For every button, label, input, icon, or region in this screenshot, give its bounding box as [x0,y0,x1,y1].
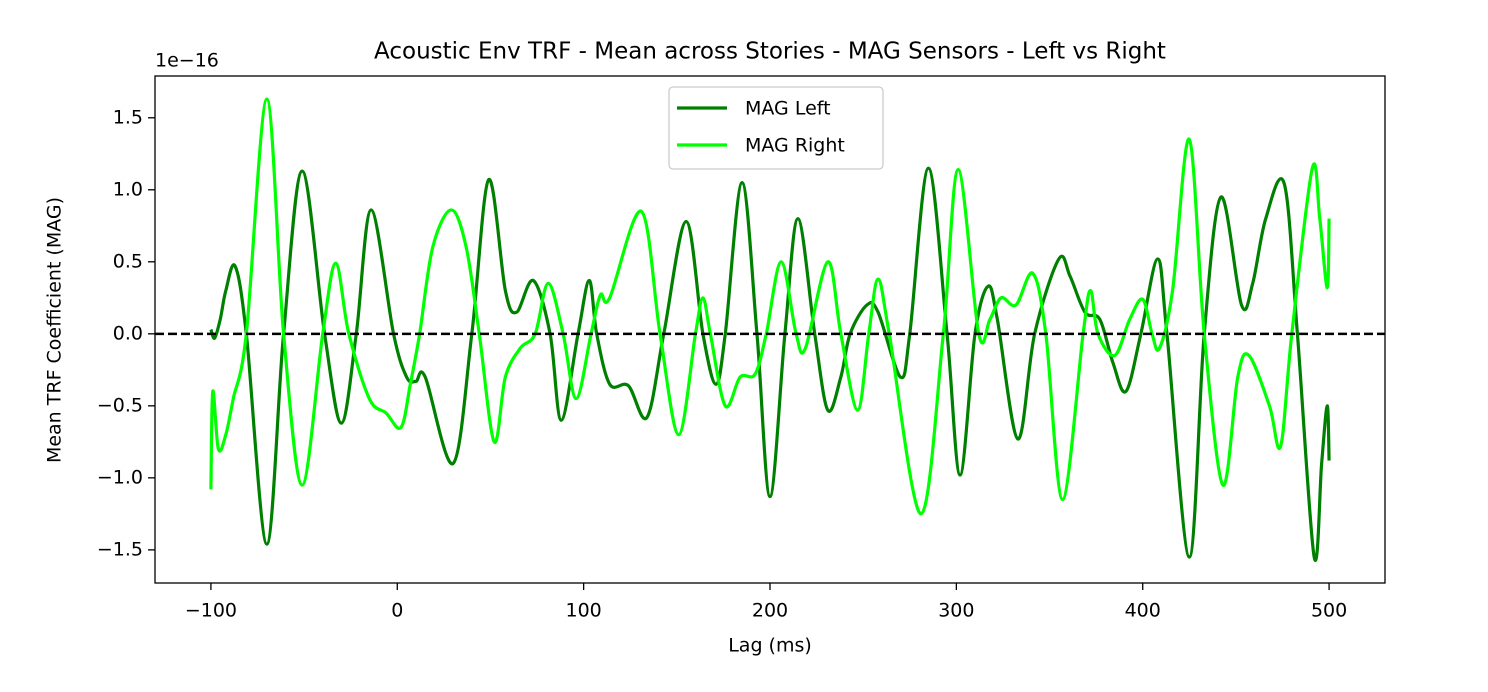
x-tick-label: 100 [566,600,602,622]
y-tick-label: 1.5 [113,106,143,128]
y-tick-label: −0.5 [97,394,143,416]
x-tick-label: 400 [1125,600,1161,622]
x-tick-label: 300 [938,600,974,622]
legend-label: MAG Right [745,135,845,157]
y-axis-label: Mean TRF Coefficient (MAG) [44,197,66,463]
y-tick-label: −1.5 [97,538,143,560]
y-offset-text: 1e−16 [155,50,219,72]
x-tick-label: 200 [752,600,788,622]
x-tick-label: 0 [391,600,403,622]
series-line [209,166,1331,562]
y-tick-label: 0.0 [113,322,143,344]
x-tick-label: −100 [185,600,237,622]
y-tick-label: 1.0 [113,178,143,200]
x-axis-label: Lag (ms) [728,635,812,657]
x-tick-label: 500 [1311,600,1347,622]
chart-title: Acoustic Env TRF - Mean across Stories -… [374,39,1166,65]
y-tick-label: 0.5 [113,250,143,272]
y-tick-label: −1.0 [97,466,143,488]
plot-frame [154,75,1386,584]
series-line [209,97,1331,516]
legend-label: MAG Left [745,98,831,120]
